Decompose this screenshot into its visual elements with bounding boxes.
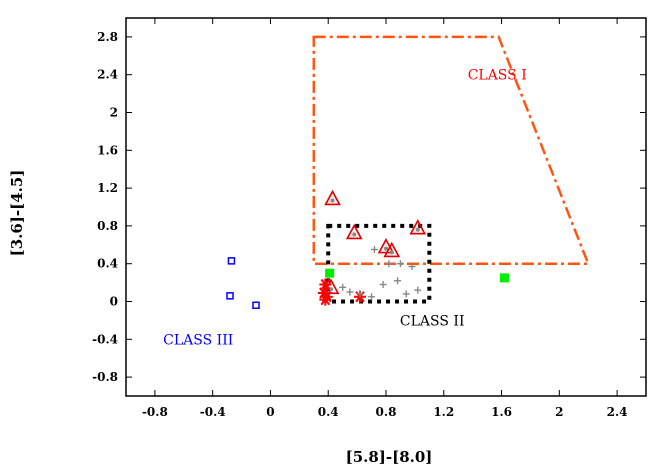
x-axis-title: [5.8]-[8.0] <box>346 448 433 466</box>
data-point-open-square <box>226 292 234 300</box>
data-point-plus <box>346 288 354 296</box>
data-point-plus <box>385 260 393 268</box>
data-point-open-triangle <box>324 189 341 206</box>
data-point-open-triangle <box>383 241 401 258</box>
x-tick-label: 2.4 <box>607 405 628 419</box>
data-point-plus <box>394 277 402 285</box>
data-point-plus <box>339 283 347 291</box>
data-point-open-square <box>227 257 236 265</box>
data-point-asterisk <box>320 290 333 303</box>
y-tick-label: 2 <box>110 106 118 120</box>
data-point-filled-square <box>499 273 509 283</box>
data-point-filled-square <box>325 268 335 278</box>
data-point-open-triangle-center <box>352 232 357 237</box>
data-point-open-triangle-center <box>389 250 394 255</box>
x-tick-label: 0 <box>266 405 274 419</box>
y-tick-label: -0.4 <box>92 332 118 346</box>
class-i-label: CLASS I <box>468 68 527 84</box>
data-point-open-square <box>252 301 260 310</box>
data-point-plus <box>396 260 404 268</box>
data-point-open-triangle <box>409 219 427 235</box>
y-tick-label: 0 <box>110 295 118 309</box>
data-point-plus <box>402 290 410 298</box>
class-ii-label: CLASS II <box>400 313 465 329</box>
data-point-plus <box>368 293 376 301</box>
data-point-plus <box>379 280 387 288</box>
class-i-boundary <box>312 35 591 265</box>
data-point-open-triangle-center <box>330 198 335 203</box>
data-point-open-triangle <box>345 223 363 240</box>
data-point-plus <box>408 263 416 271</box>
y-tick-label: 2.8 <box>97 30 118 44</box>
y-tick-label: 0.8 <box>97 219 118 233</box>
data-point-plus <box>356 290 364 298</box>
data-point-plus <box>414 286 422 294</box>
class-iii-label: CLASS III <box>163 332 233 348</box>
data-point-open-triangle-center <box>384 246 388 251</box>
y-axis-title: [3.6]-[4.5] <box>8 170 26 257</box>
x-tick-label: 0.4 <box>318 405 339 419</box>
x-tick-label: 0.8 <box>376 405 397 419</box>
y-tick-label: 2.4 <box>97 68 118 82</box>
data-point-open-triangle-center <box>415 227 420 232</box>
x-tick-label: 2 <box>555 405 563 419</box>
x-tick-label: 1.6 <box>491 405 512 419</box>
data-point-open-triangle-center <box>329 287 334 292</box>
x-tick-label: 1.2 <box>433 405 454 419</box>
data-point-asterisk <box>319 278 332 291</box>
x-tick-label: -0.8 <box>142 405 168 419</box>
x-tick-label: -0.4 <box>200 405 226 419</box>
class-regions: CLASS I CLASS II CLASS III <box>163 35 591 348</box>
y-tick-label: -0.8 <box>92 370 118 384</box>
y-tick-label: 1.6 <box>97 143 118 157</box>
y-tick-label: 1.2 <box>97 181 118 195</box>
axis-ticks: -0.8 -0.4 0 0.4 0.8 1.2 1.6 2 2.4 -0.8 -0.4 0 0.4 0.8… <box>92 18 646 419</box>
data-points <box>226 189 509 310</box>
data-point-plus <box>370 246 378 254</box>
y-tick-label: 0.4 <box>97 257 118 271</box>
